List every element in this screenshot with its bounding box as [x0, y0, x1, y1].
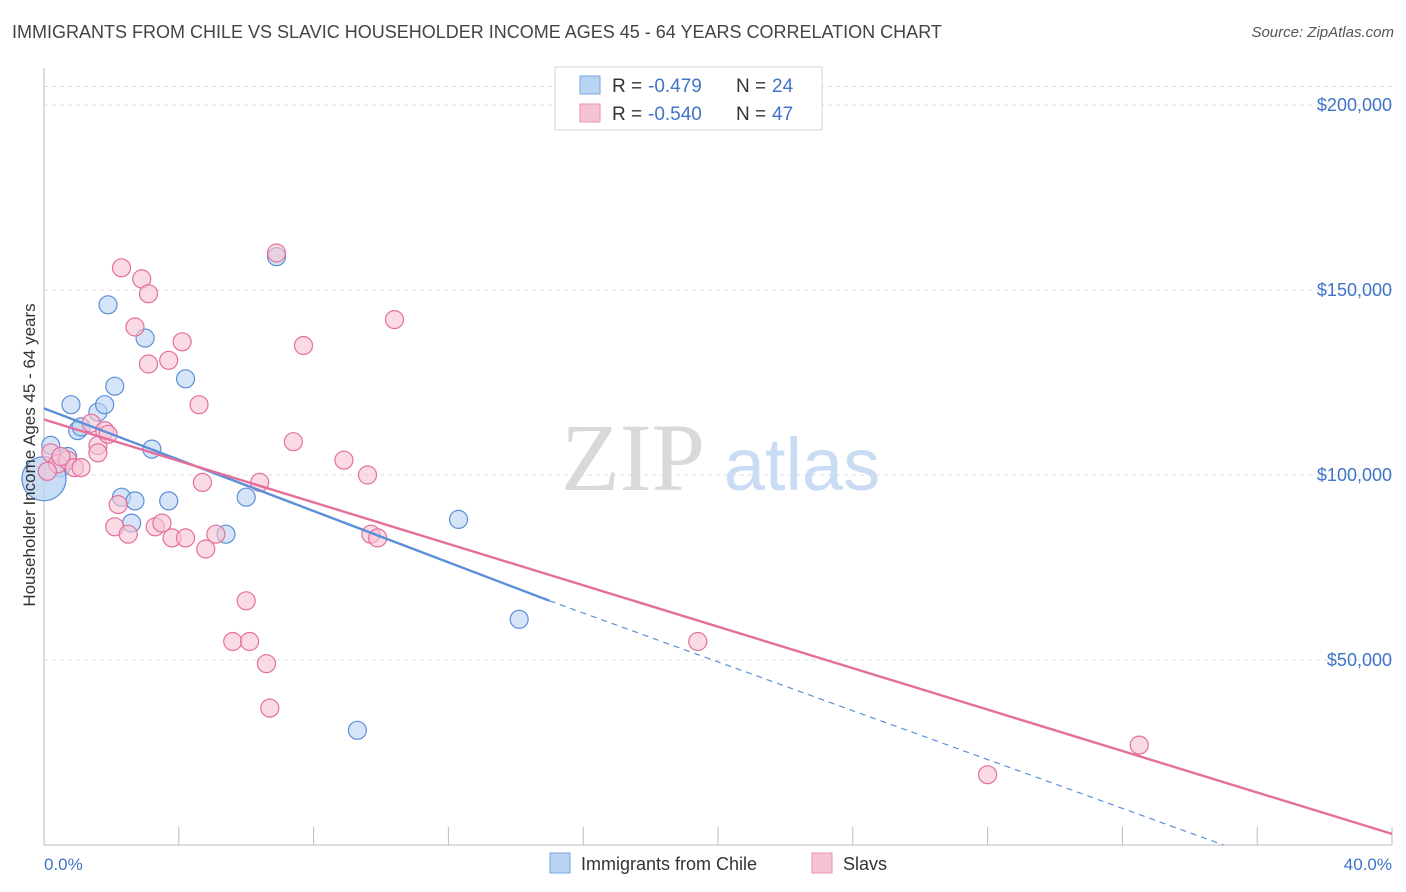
slavs-point [283, 432, 303, 452]
chart-title: IMMIGRANTS FROM CHILE VS SLAVIC HOUSEHOL… [12, 22, 942, 42]
series-legend: Immigrants from Chile Slavs [549, 852, 887, 874]
legend-r-value-1: -0.479 [648, 76, 702, 97]
chile-point [347, 720, 368, 740]
slavs-point [223, 631, 243, 652]
chile-point [125, 491, 145, 511]
slavs-point [138, 354, 159, 374]
slavs-point [51, 446, 71, 467]
slavs-point [196, 539, 216, 559]
legend-swatch-chile [579, 75, 601, 95]
slavs-point [88, 443, 108, 463]
slavs-point [125, 317, 145, 337]
slavs-point [159, 350, 179, 370]
legend-n-label-1: N = [736, 76, 766, 97]
legend-swatch-slavs [579, 103, 601, 123]
series-legend-label-slavs: Slavs [843, 854, 887, 874]
chile-point [175, 369, 196, 389]
data-points [21, 243, 1149, 785]
watermark-zip: ZIP [561, 404, 705, 511]
slavs-point [334, 450, 354, 470]
slavs-point [206, 524, 226, 544]
chile-point [159, 491, 179, 511]
y-tick-labels: $50,000 $100,000 $150,000 $200,000 [1317, 95, 1392, 670]
x-tick-min: 0.0% [44, 855, 83, 874]
chile-point [61, 395, 81, 415]
x-tick-max: 40.0% [1344, 855, 1392, 874]
series-legend-swatch-slavs [811, 852, 833, 874]
watermark-atlas: atlas [724, 423, 880, 506]
slavs-point [384, 310, 405, 330]
legend-r-label-1: R = [612, 76, 642, 97]
watermark: ZIP atlas [561, 404, 880, 511]
slavs-point [189, 395, 209, 415]
chile-point [236, 487, 256, 507]
slavs-point [357, 465, 378, 485]
slavs-point [152, 513, 172, 533]
chile-point [95, 395, 115, 415]
slavs-trend-line [43, 418, 1393, 836]
chile-point [448, 509, 469, 530]
slavs-point [108, 495, 128, 515]
y-axis-label: Householder Income Ages 45 - 64 years [20, 303, 39, 606]
slavs-point [138, 284, 159, 304]
chile-point [98, 295, 118, 315]
slavs-point [239, 631, 260, 652]
legend-n-label-2: N = [736, 104, 766, 125]
chile-point [105, 376, 125, 396]
y-tick-label-2: $150,000 [1317, 280, 1392, 300]
slavs-point [172, 332, 192, 352]
series-legend-swatch-chile [549, 852, 571, 874]
slavs-point [236, 591, 256, 611]
slavs-point [977, 765, 998, 785]
grid [44, 86, 1392, 661]
y-tick-label-3: $200,000 [1317, 95, 1392, 115]
slavs-point [266, 243, 287, 263]
y-tick-label-0: $50,000 [1327, 650, 1392, 670]
axes [43, 68, 1393, 846]
chile-trend-line [43, 407, 550, 602]
slavs-point [37, 461, 57, 481]
slavs-point [111, 258, 132, 278]
slavs-point [688, 631, 708, 652]
y-tick-label-1: $100,000 [1317, 465, 1392, 485]
source-label: Source: ZipAtlas.com [1251, 24, 1394, 41]
slavs-point [293, 335, 314, 356]
chile-point [509, 609, 529, 629]
legend-r-label-2: R = [612, 104, 642, 125]
legend-r-value-2: -0.540 [648, 104, 702, 125]
slavs-point [256, 654, 277, 674]
x-tick-labels: 0.0% 40.0% [44, 855, 1392, 874]
series-legend-label-chile: Immigrants from Chile [581, 854, 757, 874]
slavs-point [118, 524, 138, 544]
slavs-point [71, 458, 91, 478]
slavs-point [192, 472, 212, 492]
stats-legend: R = -0.479 N = 24 R = -0.540 N = 47 [554, 66, 823, 131]
slavs-point [175, 528, 196, 548]
slavs-point [260, 698, 280, 718]
slavs-point [1129, 735, 1149, 755]
legend-n-value-1: 24 [772, 76, 794, 97]
chile-trend-extension [549, 600, 1224, 846]
legend-n-value-2: 47 [772, 104, 793, 125]
trend-lines [43, 407, 1393, 846]
